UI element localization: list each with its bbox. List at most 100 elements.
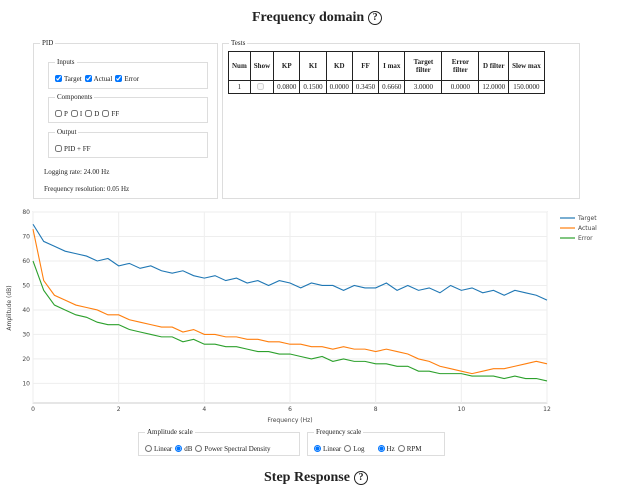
components-group: Components P I D FF — [48, 93, 208, 123]
test-row: 1 0.0800 0.1500 0.0000 0.3450 0.6660 3.0000 0.0… — [228, 80, 545, 94]
x-tick-label: 8 — [374, 406, 378, 413]
panel-legend: Tests — [231, 39, 246, 47]
y-tick-label: 40 — [22, 307, 30, 314]
amplitude-scale: Amplitude scale Linear dB Power Spectral De… — [138, 428, 300, 456]
radio[interactable] — [195, 445, 203, 452]
column-header: I max — [378, 51, 406, 81]
y-tick-label: 50 — [22, 282, 30, 289]
x-tick-label: 4 — [202, 406, 206, 413]
option[interactable]: PID + FF — [55, 145, 91, 153]
option[interactable]: Target — [55, 75, 82, 83]
radio[interactable] — [397, 445, 405, 452]
checkbox[interactable] — [102, 110, 110, 117]
x-tick-label: 6 — [288, 406, 292, 413]
cell: 0.6660 — [378, 80, 406, 94]
option[interactable]: D — [85, 110, 99, 118]
chart: Frequency (Hz) Amplitude (dB) 1020304050… — [6, 209, 597, 424]
y-tick-label: 80 — [22, 209, 30, 216]
option[interactable]: Hz — [377, 445, 395, 453]
series-line — [32, 260, 548, 382]
checkbox[interactable] — [85, 110, 93, 117]
radio[interactable] — [175, 445, 183, 452]
option[interactable]: Error — [115, 75, 139, 83]
option-label: Error — [124, 75, 140, 83]
legend-label: Actual — [578, 225, 597, 232]
cell: 3.0000 — [404, 80, 443, 94]
option-label: Linear — [154, 445, 173, 453]
logging-rate: Logging rate: 24.00 Hz — [44, 168, 110, 176]
option-row: Target Actual Error — [55, 68, 201, 86]
x-tick-label: 10 — [458, 406, 466, 413]
y-tick-label: 70 — [22, 233, 30, 240]
checkbox[interactable] — [70, 110, 78, 117]
column-header: FF — [351, 51, 380, 81]
legend-label: Target — [577, 215, 597, 222]
option-label: Linear — [323, 445, 342, 453]
column-header: Target filter — [404, 51, 443, 81]
option[interactable]: Log — [344, 445, 365, 453]
y-tick-label: 30 — [22, 331, 30, 338]
option[interactable]: Linear — [145, 445, 172, 453]
page-title: Frequency domain? — [252, 10, 383, 26]
option-row: P I D FF — [55, 103, 201, 121]
option[interactable]: dB — [175, 445, 192, 453]
option-row: Linear Log — [314, 438, 368, 456]
radio[interactable] — [314, 445, 321, 452]
title-text: Step Response — [264, 470, 350, 485]
option-label: D — [94, 110, 100, 118]
checkbox[interactable] — [84, 75, 92, 82]
x-axis-label: Frequency (Hz) — [267, 417, 312, 424]
option[interactable]: Actual — [84, 75, 112, 83]
option-label: Power Spectral Density — [204, 445, 271, 453]
column-header: KD — [325, 51, 353, 81]
radio[interactable] — [344, 445, 352, 452]
cell: 0.0800 — [273, 80, 301, 94]
option-row: Hz RPM — [377, 438, 425, 456]
option[interactable]: RPM — [397, 445, 422, 453]
tests-panel: Tests — [222, 39, 580, 199]
frequency-scale: Frequency scale Linear Log Hz RPM — [307, 428, 445, 456]
help-icon[interactable]: ? — [368, 11, 383, 25]
option-label: Log — [353, 445, 365, 453]
radio[interactable] — [145, 445, 152, 452]
cell: 1 — [228, 80, 251, 94]
show-checkbox[interactable] — [257, 83, 265, 90]
option-label: PID + FF — [64, 145, 91, 153]
option-label: RPM — [406, 445, 422, 453]
header-row: Num Show KP KI KD FF I max Target filter Error f… — [228, 51, 545, 81]
cell — [249, 80, 275, 94]
option-label: dB — [184, 445, 193, 453]
group-legend: Frequency scale — [316, 428, 362, 436]
x-tick-label: 0 — [31, 406, 35, 413]
option-label: FF — [111, 110, 120, 118]
checkbox[interactable] — [55, 145, 62, 152]
option-label: Target — [64, 75, 82, 83]
group-legend: Inputs — [57, 58, 75, 66]
option-row: Linear dB Power Spectral Density — [145, 438, 293, 456]
group-legend: Components — [57, 93, 93, 101]
help-icon[interactable]: ? — [353, 471, 368, 485]
group-legend: Output — [57, 128, 77, 136]
y-tick-label: 10 — [22, 380, 30, 387]
checkbox[interactable] — [115, 75, 123, 82]
column-header: Slew max — [508, 51, 545, 81]
option-label: Hz — [386, 445, 395, 453]
tests-table: Num Show KP KI KD FF I max Target filter Error f… — [228, 51, 545, 94]
group-legend: Amplitude scale — [147, 428, 193, 436]
cell: 0.0000 — [325, 80, 353, 94]
option[interactable]: I — [70, 110, 82, 118]
y-tick-label: 60 — [22, 258, 30, 265]
series-line — [32, 223, 548, 301]
y-tick-label: 20 — [22, 356, 30, 363]
option[interactable]: P — [55, 110, 68, 118]
checkbox[interactable] — [55, 110, 62, 117]
column-header: KP — [273, 51, 301, 81]
checkbox[interactable] — [55, 75, 62, 82]
column-header: Show — [249, 51, 275, 81]
output-group: Output PID + FF — [48, 128, 208, 158]
option[interactable]: FF — [102, 110, 119, 118]
option[interactable]: Linear — [314, 445, 341, 453]
radio[interactable] — [377, 445, 385, 452]
option[interactable]: Power Spectral Density — [195, 445, 271, 453]
